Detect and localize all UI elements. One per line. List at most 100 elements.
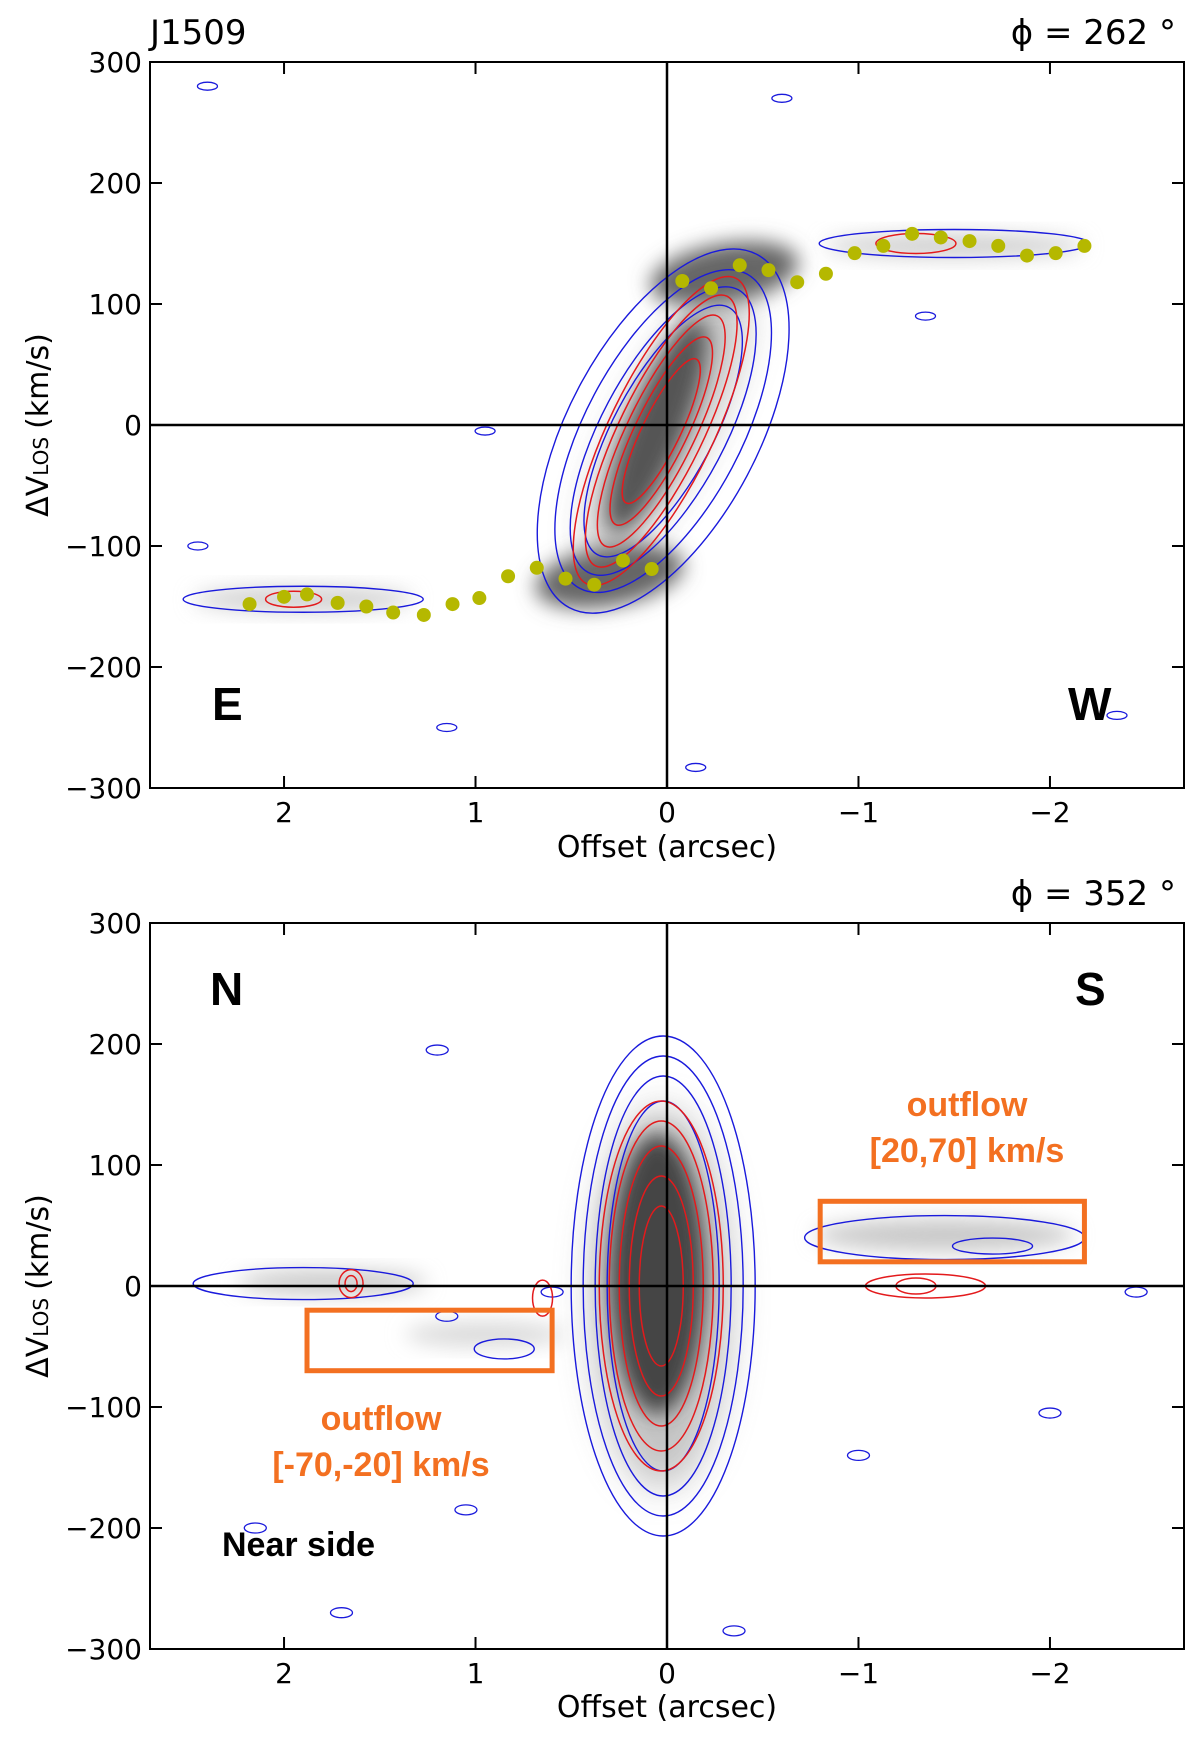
bottom-ylabel: ΔVLOS (km/s) bbox=[21, 1194, 56, 1378]
y-tick-label: 0 bbox=[124, 409, 142, 442]
bottom-xlabel: Offset (arcsec) bbox=[557, 1690, 777, 1725]
blue-contour bbox=[536, 248, 790, 614]
blue-contour-island bbox=[474, 426, 496, 436]
red-contour bbox=[572, 275, 750, 587]
blue-contour-island bbox=[1124, 1286, 1148, 1298]
velocity-point bbox=[905, 226, 920, 241]
velocity-point bbox=[1077, 238, 1092, 253]
outflow-box-right bbox=[817, 1198, 1087, 1265]
red-contour bbox=[584, 294, 738, 568]
velocity-point bbox=[587, 577, 602, 592]
red-contour bbox=[264, 590, 323, 608]
bottom-outflow-boxes bbox=[304, 1198, 1087, 1374]
velocity-point bbox=[847, 246, 862, 261]
blue-contour-island bbox=[243, 1522, 267, 1534]
red-contour bbox=[338, 1268, 364, 1299]
blue-contour-island bbox=[196, 81, 219, 91]
bottom-corner-label: ϕ = 352 ° bbox=[1011, 874, 1176, 914]
velocity-point bbox=[818, 266, 833, 281]
velocity-point bbox=[991, 238, 1006, 253]
y-tick-label: 100 bbox=[89, 1149, 142, 1182]
x-tick-label: −1 bbox=[838, 1657, 879, 1690]
bottom-ylabel-unit: (km/s) bbox=[21, 1194, 56, 1290]
blue-contour-island bbox=[187, 541, 209, 551]
velocity-point bbox=[386, 605, 401, 620]
blue-contour-island bbox=[425, 1044, 449, 1056]
blue-contour-island bbox=[685, 762, 707, 773]
top-corner-label: ϕ = 262 ° bbox=[1011, 13, 1176, 53]
y-tick-label: 100 bbox=[89, 288, 142, 321]
blue-contour-island bbox=[436, 722, 458, 733]
velocity-point bbox=[416, 607, 431, 622]
velocity-point bbox=[644, 561, 659, 576]
y-tick-label: 0 bbox=[124, 1270, 142, 1303]
velocity-point bbox=[330, 595, 345, 610]
y-tick-label: 300 bbox=[89, 46, 142, 79]
x-tick-label: −1 bbox=[838, 796, 879, 829]
velocity-point bbox=[876, 238, 891, 253]
top-xlabel: Offset (arcsec) bbox=[557, 830, 777, 865]
velocity-point bbox=[300, 587, 315, 602]
blue-contour bbox=[192, 1266, 414, 1301]
bottom-ylabel-main: ΔV bbox=[21, 1336, 56, 1378]
x-tick-label: −2 bbox=[1029, 796, 1070, 829]
velocity-point bbox=[472, 591, 487, 606]
top-ylabel-sub: LOS bbox=[29, 437, 53, 476]
velocity-point bbox=[675, 274, 690, 289]
blue-contour bbox=[951, 1237, 1034, 1255]
emission-upper-arm bbox=[650, 241, 799, 307]
velocity-point bbox=[615, 553, 630, 568]
red-contour bbox=[596, 314, 726, 548]
y-tick-label: −300 bbox=[65, 1633, 142, 1666]
y-tick-label: −200 bbox=[65, 651, 142, 684]
y-tick-label: −100 bbox=[65, 1391, 142, 1424]
top-axis-ticks: 2 1 0 −1 −2 300 200 100 0 −100 −200 −300 bbox=[65, 46, 1184, 829]
x-tick-label: 1 bbox=[467, 796, 485, 829]
blue-contour-island bbox=[329, 1607, 354, 1619]
y-tick-label: −200 bbox=[65, 1512, 142, 1545]
panel-top: 2 1 0 −1 −2 300 200 100 0 −100 −200 −300 J1509 ϕ = … bbox=[21, 13, 1185, 865]
outflow-right-range: [20,70] km/s bbox=[870, 1132, 1065, 1170]
outflow-left-label: outflow bbox=[321, 1400, 442, 1438]
blue-contour-island bbox=[435, 1310, 459, 1322]
bottom-ylabel-sub: LOS bbox=[29, 1298, 53, 1337]
bottom-axis-ticks: 2 1 0 −1 −2 300 200 100 0 −100 −200 −300 bbox=[65, 907, 1184, 1690]
y-tick-label: 200 bbox=[89, 167, 142, 200]
velocity-point bbox=[704, 281, 719, 296]
x-tick-label: 2 bbox=[275, 796, 293, 829]
velocity-point bbox=[1048, 246, 1063, 261]
bottom-label-north: N bbox=[210, 963, 243, 1015]
x-tick-label: −2 bbox=[1029, 1657, 1070, 1690]
velocity-point bbox=[1019, 248, 1034, 263]
blue-contour bbox=[182, 585, 424, 613]
bottom-label-south: S bbox=[1075, 963, 1106, 1015]
y-tick-label: 300 bbox=[89, 907, 142, 940]
blue-contour-island bbox=[771, 93, 793, 103]
top-ylabel-unit: (km/s) bbox=[21, 333, 56, 429]
red-contour bbox=[344, 1274, 358, 1293]
velocity-point bbox=[558, 571, 573, 586]
emission-south-tail bbox=[814, 1219, 1075, 1252]
blue-contour-island bbox=[1106, 710, 1128, 721]
outflow-right-label: outflow bbox=[907, 1086, 1028, 1124]
velocity-point bbox=[761, 263, 776, 278]
velocity-point bbox=[277, 589, 292, 604]
velocity-point bbox=[962, 234, 977, 249]
red-contour bbox=[621, 357, 702, 505]
red-contour bbox=[531, 1279, 554, 1317]
y-tick-label: −100 bbox=[65, 530, 142, 563]
x-tick-label: 2 bbox=[275, 1657, 293, 1690]
velocity-point bbox=[501, 569, 516, 584]
top-ylabel: ΔVLOS (km/s) bbox=[21, 333, 56, 517]
x-tick-label: 0 bbox=[658, 796, 676, 829]
bottom-label-near-side: Near side bbox=[222, 1526, 375, 1564]
red-contour bbox=[609, 336, 714, 526]
velocity-point bbox=[445, 597, 460, 612]
blue-contour bbox=[554, 268, 773, 594]
velocity-point bbox=[529, 560, 544, 575]
emission-lower-arm bbox=[535, 543, 684, 609]
blue-contour-island bbox=[1038, 1407, 1062, 1419]
velocity-point bbox=[933, 230, 948, 245]
